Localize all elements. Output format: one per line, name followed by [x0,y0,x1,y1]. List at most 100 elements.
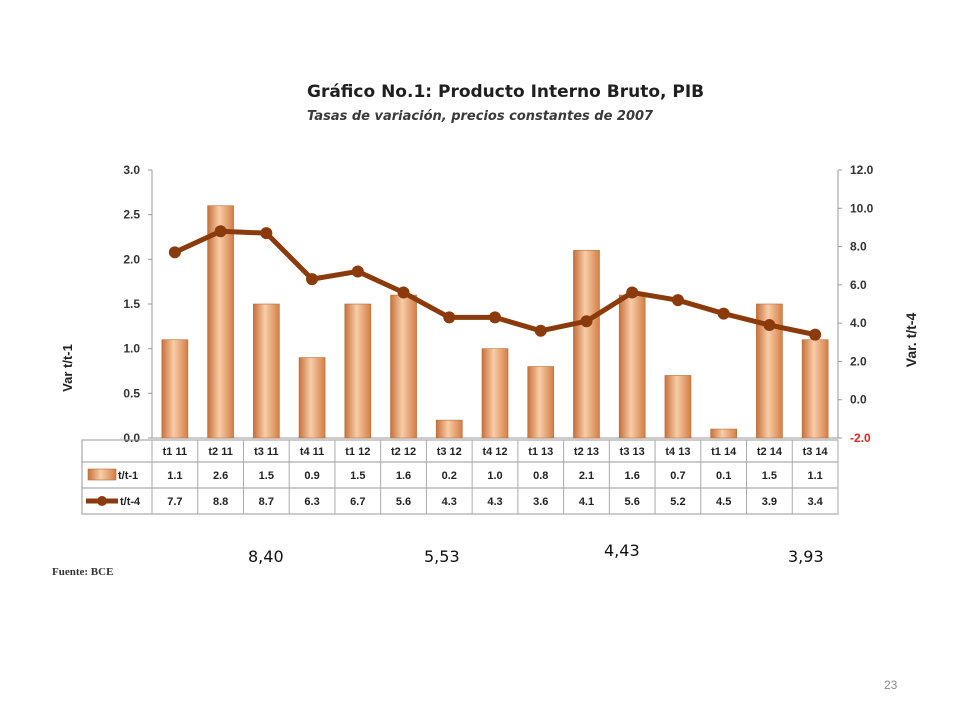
source-note: Fuente: BCE [52,566,114,578]
bar [435,419,463,439]
y2-tick-label: 6.0 [850,278,867,292]
x-tick-label: t3 12 [437,446,462,458]
data-label: 8.7 [259,496,274,508]
y2-tick-label: 12.0 [850,163,874,177]
data-label: 4.3 [487,496,502,508]
y2-tick-label: 8.0 [850,240,867,254]
line-point [809,328,822,341]
data-label: 1.6 [625,470,640,482]
data-label: 2.1 [579,470,594,482]
data-label: 0.1 [716,470,731,482]
annotation-1: 8,40 [248,547,284,566]
annotation-2: 5,53 [424,547,460,566]
data-label: 5.6 [396,496,411,508]
y-tick-label: 1.5 [123,297,140,311]
line-point [397,286,410,299]
line-point [351,265,364,278]
data-label: 1.6 [396,470,411,482]
y-axis-title: Var t/t-1 [60,344,75,392]
x-tick-label: t1 13 [528,446,553,458]
x-tick-label: t4 12 [482,446,507,458]
line-point [671,294,684,307]
data-label: 1.5 [259,470,274,482]
data-label: 1.1 [167,470,182,482]
data-label: 7.7 [167,496,182,508]
line-point [168,246,181,259]
bar [161,339,189,439]
data-label: 5.6 [625,496,640,508]
data-label: 1.1 [807,470,822,482]
data-label: 1.0 [487,470,502,482]
data-label: 0.2 [442,470,457,482]
bar [664,375,692,439]
bar [390,294,417,439]
y2-axis-title: Var. t/t-4 [903,313,919,368]
legend-swatch-marker [97,496,107,506]
data-label: 4.3 [442,496,457,508]
bar [253,303,280,439]
y2-tick-label: 10.0 [850,201,874,215]
x-tick-label: t3 11 [254,446,278,458]
line-point [717,307,730,320]
bar [801,339,829,439]
chart-subtitle: Tasas de variación, precios constantes d… [307,109,654,124]
data-label: 0.9 [304,470,319,482]
x-tick-label: t2 12 [391,446,416,458]
legend-swatch-bar [87,468,117,481]
y2-tick-label: 0.0 [850,393,867,407]
data-label: 3.9 [762,496,777,508]
data-label: 0.8 [533,470,548,482]
x-tick-label: t1 12 [345,446,370,458]
data-label: 8.8 [213,496,228,508]
data-label: 6.3 [304,496,319,508]
legend-label: t/t-1 [118,470,138,482]
line-point [214,225,227,238]
line-point [580,315,593,328]
x-tick-label: t2 13 [574,446,599,458]
slide-number: 23 [884,678,898,692]
x-tick-label: t4 13 [665,446,690,458]
line-point [626,286,639,299]
bar [207,205,234,439]
bar [710,428,737,439]
x-tick-label: t2 11 [208,446,232,458]
data-label: 5.2 [670,496,685,508]
line-point [489,311,501,324]
data-label: 4.5 [716,496,731,508]
data-label: 3.4 [807,496,823,508]
x-tick-label: t4 11 [300,446,324,458]
legend-label: t/t-4 [120,496,141,508]
data-label: 6.7 [350,496,365,508]
line-point [763,319,776,332]
annotation-4: 3,93 [788,547,824,566]
data-label: 0.7 [670,470,685,482]
bar [527,366,555,439]
x-tick-label: t1 11 [163,446,187,458]
line-point [260,227,273,240]
y2-tick-label: 2.0 [850,354,867,368]
y-tick-label: 1.0 [123,342,140,356]
annotation-3: 4,43 [604,541,640,560]
y-tick-label: 2.0 [123,252,140,266]
data-label: 4.1 [579,496,594,508]
y-tick-label: 0.5 [123,386,140,400]
bar [481,348,509,439]
y-tick-label: 2.5 [123,208,140,222]
bar [344,303,372,439]
data-label: 3.6 [533,496,548,508]
line-point [306,273,319,286]
line-point [443,311,456,324]
bar [573,250,600,439]
y-tick-label: 3.0 [123,163,140,177]
x-tick-label: t3 14 [803,446,829,458]
y2-tick-label: -2.0 [850,431,871,445]
data-label: 1.5 [762,470,777,482]
x-tick-label: t1 14 [711,446,737,458]
bar [298,357,326,439]
line-point [534,324,547,337]
y-tick-label: 0.0 [123,431,140,445]
y2-tick-label: 4.0 [850,316,867,330]
chart-title: Gráfico No.1: Producto Interno Bruto, PI… [307,82,705,102]
data-label: 1.5 [350,470,365,482]
